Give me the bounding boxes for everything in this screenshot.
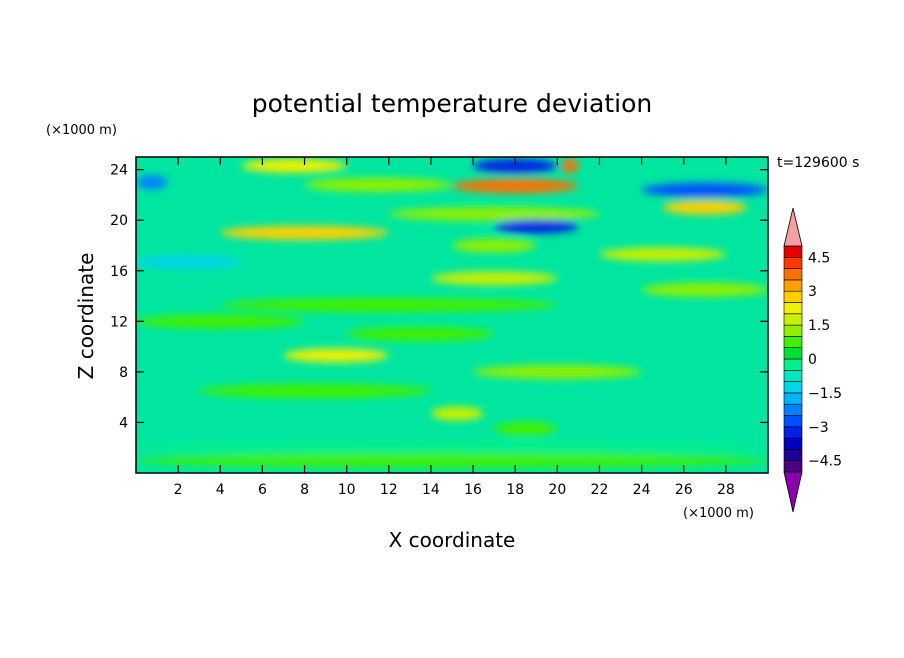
time-label: t=129600 s — [777, 155, 859, 171]
y-axis-unit: (×1000 m) — [46, 123, 117, 138]
x-tick-label: 12 — [380, 482, 398, 498]
colorbar-swatch — [783, 403, 803, 416]
field-band — [430, 271, 558, 286]
field-band — [452, 179, 579, 194]
field-band — [241, 158, 347, 173]
y-tick-label: 24 — [110, 163, 128, 179]
colorbar-label: 1.5 — [808, 318, 830, 334]
colorbar-swatch — [783, 290, 803, 303]
colorbar-label: 3 — [808, 284, 817, 300]
field-band — [346, 327, 495, 341]
colorbar-swatch — [783, 324, 803, 337]
y-axis-label: Z coordinate — [74, 253, 98, 380]
field-band — [199, 383, 431, 398]
y-tick-label: 12 — [110, 314, 128, 330]
colorbar-swatch — [783, 460, 803, 473]
colorbar-swatch — [783, 279, 803, 292]
colorbar-label: 0 — [808, 352, 817, 368]
y-tick-label: 8 — [119, 365, 128, 381]
field-bands — [136, 158, 768, 468]
colorbar: 4.5 3 1.5 0 −1.5 −3 −4.5 — [783, 207, 842, 513]
field-band — [388, 206, 600, 221]
y-tick-label: 16 — [110, 264, 128, 280]
x-axis-unit: (×1000 m) — [683, 506, 754, 521]
colorbar-swatch — [783, 415, 803, 428]
colorbar-swatch — [783, 437, 803, 450]
colorbar-under-arrow — [783, 471, 803, 513]
field-band — [494, 421, 558, 436]
field-band — [220, 297, 558, 312]
colorbar-swatch — [783, 449, 803, 461]
colorbar-label: −4.5 — [808, 454, 842, 470]
colorbar-swatch — [783, 336, 803, 348]
x-tick-label: 22 — [591, 482, 609, 498]
colorbar-over-arrow — [783, 207, 803, 247]
y-axis-ticks: 4 8 12 16 20 24 — [110, 163, 768, 431]
field-band — [136, 254, 242, 269]
colorbar-swatch — [783, 358, 803, 371]
x-axis-ticks: 2 4 6 8 10 12 14 16 18 20 22 24 26 28 — [174, 157, 735, 498]
field-band — [304, 177, 452, 192]
colorbar-swatch — [783, 302, 803, 315]
colorbar-label: −3 — [808, 420, 829, 436]
x-tick-label: 26 — [675, 482, 693, 498]
field-band — [136, 314, 305, 329]
field-band — [136, 175, 168, 190]
colorbar-swatch — [783, 347, 803, 360]
x-tick-label: 24 — [633, 482, 651, 498]
plot-frame — [135, 156, 769, 474]
field-band — [136, 453, 768, 468]
x-tick-label: 8 — [300, 482, 309, 498]
colorbar-swatch — [783, 313, 803, 326]
field-band — [599, 247, 726, 262]
field-band — [473, 158, 558, 173]
y-tick-label: 20 — [110, 213, 128, 229]
field-band — [283, 348, 389, 363]
field-band — [136, 440, 768, 455]
x-tick-label: 18 — [506, 482, 524, 498]
colorbar-swatch — [783, 381, 803, 394]
field-band — [430, 406, 484, 421]
colorbar-swatch — [783, 268, 803, 281]
field-band — [641, 282, 768, 297]
colorbar-label: −1.5 — [808, 386, 842, 402]
field-band — [452, 238, 537, 253]
field-band — [561, 158, 579, 173]
x-tick-label: 10 — [338, 482, 356, 498]
colorbar-swatch — [783, 256, 803, 269]
field-band — [220, 225, 389, 240]
field-band — [662, 200, 747, 215]
x-tick-label: 4 — [216, 482, 225, 498]
x-tick-label: 14 — [422, 482, 440, 498]
colorbar-swatch — [783, 369, 803, 382]
field-band — [473, 364, 642, 379]
field-band — [641, 182, 768, 197]
colorbar-swatch — [783, 426, 803, 439]
x-tick-label: 20 — [548, 482, 566, 498]
colorbar-swatch — [783, 245, 803, 258]
x-axis-label: X coordinate — [389, 528, 516, 552]
x-tick-label: 28 — [717, 482, 735, 498]
plot-area — [136, 157, 768, 473]
colorbar-swatch — [783, 392, 803, 405]
x-tick-label: 6 — [258, 482, 267, 498]
field-band — [494, 219, 579, 234]
colorbar-label: 4.5 — [808, 250, 830, 266]
x-tick-label: 2 — [174, 482, 183, 498]
chart-title: potential temperature deviation — [252, 89, 652, 118]
x-tick-label: 16 — [464, 482, 482, 498]
y-tick-label: 4 — [119, 415, 128, 431]
